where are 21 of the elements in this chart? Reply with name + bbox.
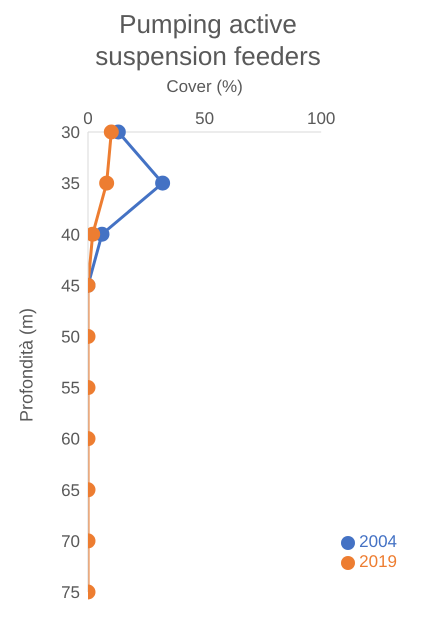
y-tick-label: 50 [61,327,80,346]
legend-label: 2004 [359,532,397,551]
point [99,176,114,191]
y-tick-label: 35 [61,174,80,194]
point [104,124,119,140]
y-tick-label: 45 [61,276,80,296]
legend-label: 2019 [359,552,397,571]
x-axis-title: Cover (%) [166,77,243,96]
x-tick-label: 0 [83,109,93,128]
y-tick-label: 65 [61,480,80,500]
point [88,226,100,242]
y-tick-label: 75 [61,583,80,602]
x-tick-label: 100 [306,109,336,128]
chart-title: Pumping active suspension feeders [94,8,322,72]
y-axis-title: Profondità (m) [16,308,36,422]
y-tick-label: 70 [61,532,80,551]
y-tick-label: 60 [61,430,80,449]
y-tick-label: 30 [61,123,80,142]
x-tick-label: 50 [195,109,214,128]
y-tick-label: 55 [61,378,80,398]
y-tick-label: 40 [61,225,80,244]
